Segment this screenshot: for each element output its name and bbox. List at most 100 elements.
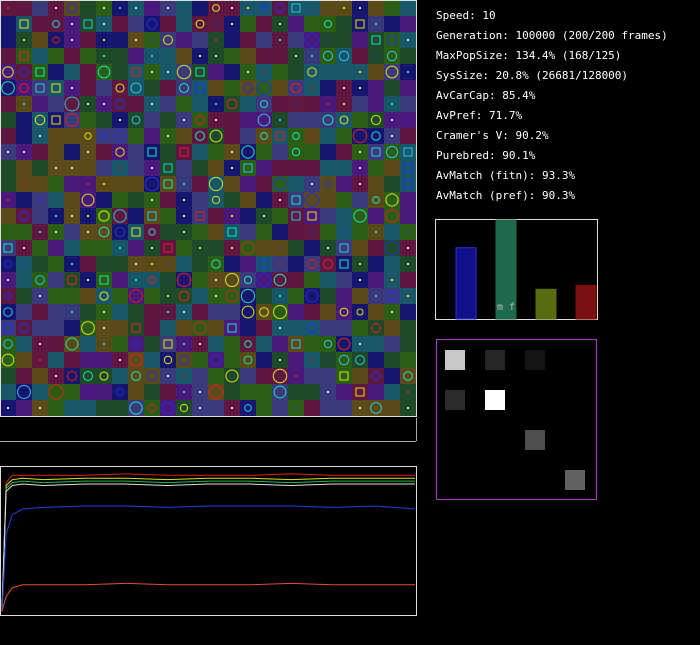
cell (160, 208, 176, 224)
food (7, 7, 9, 9)
cell (128, 16, 144, 32)
cell (384, 288, 400, 304)
food (103, 55, 105, 57)
cell (112, 16, 128, 32)
creature (131, 323, 141, 333)
cell (0, 288, 16, 304)
cell (256, 400, 272, 416)
food (295, 375, 297, 377)
cell (0, 48, 16, 64)
cell (336, 400, 352, 416)
creature (322, 114, 334, 126)
history-line (1, 582, 415, 612)
food (39, 231, 41, 233)
creature (371, 371, 381, 381)
cell (384, 160, 400, 176)
creature (176, 64, 192, 80)
creature (35, 275, 45, 285)
creature (51, 83, 61, 93)
cell (208, 80, 224, 96)
cell (336, 256, 352, 272)
food (167, 71, 169, 73)
cell (64, 192, 80, 208)
creature (98, 226, 110, 238)
stat-line: AvMatch (pref): 90.3% (436, 189, 575, 202)
cell (128, 80, 144, 96)
cell (352, 320, 368, 336)
cell (288, 128, 304, 144)
food (119, 359, 121, 361)
food (311, 359, 313, 361)
cell (352, 32, 368, 48)
cell (96, 384, 112, 400)
creature (65, 337, 79, 351)
cell (192, 224, 208, 240)
matrix-cell (525, 470, 545, 490)
food (71, 215, 73, 217)
bar (575, 284, 597, 320)
food (279, 119, 281, 121)
cell (128, 304, 144, 320)
cell (384, 240, 400, 256)
cell (192, 160, 208, 176)
food (103, 327, 105, 329)
cell (80, 16, 96, 32)
creature (147, 147, 157, 157)
cell (288, 80, 304, 96)
creature (324, 20, 332, 28)
creature (116, 388, 124, 396)
cell (288, 352, 304, 368)
creature (259, 259, 269, 269)
cell (176, 128, 192, 144)
cell (48, 144, 64, 160)
creature (129, 289, 143, 303)
creature (370, 114, 382, 126)
cell (272, 336, 288, 352)
cell (352, 96, 368, 112)
cell (160, 336, 176, 352)
creature (338, 354, 350, 366)
creature (240, 288, 256, 304)
cell (16, 112, 32, 128)
food (7, 407, 9, 409)
cell (208, 336, 224, 352)
cell (320, 128, 336, 144)
cell (256, 320, 272, 336)
cell (256, 256, 272, 272)
cell (144, 288, 160, 304)
cell (64, 384, 80, 400)
creature (48, 384, 64, 400)
cell (288, 16, 304, 32)
creature (131, 67, 141, 77)
cell (48, 352, 64, 368)
creature (131, 339, 141, 349)
food (135, 7, 137, 9)
creature (52, 36, 60, 44)
stat-line: Speed: 10 (436, 9, 496, 22)
cell (240, 352, 256, 368)
cell (112, 64, 128, 80)
cell (208, 256, 224, 272)
food (407, 407, 409, 409)
cell (128, 48, 144, 64)
cell (336, 208, 352, 224)
cell (208, 320, 224, 336)
cell (96, 256, 112, 272)
cell (272, 144, 288, 160)
history-line (1, 473, 415, 612)
creature (195, 115, 205, 125)
food (199, 247, 201, 249)
creature (2, 66, 14, 78)
cell (256, 224, 272, 240)
creature (339, 371, 349, 381)
cell (304, 208, 320, 224)
cell (32, 80, 48, 96)
creature (386, 50, 398, 62)
cell (96, 160, 112, 176)
creature (195, 211, 205, 221)
food (7, 279, 9, 281)
cell (0, 112, 16, 128)
cell (208, 144, 224, 160)
cell (208, 304, 224, 320)
food (7, 199, 9, 201)
